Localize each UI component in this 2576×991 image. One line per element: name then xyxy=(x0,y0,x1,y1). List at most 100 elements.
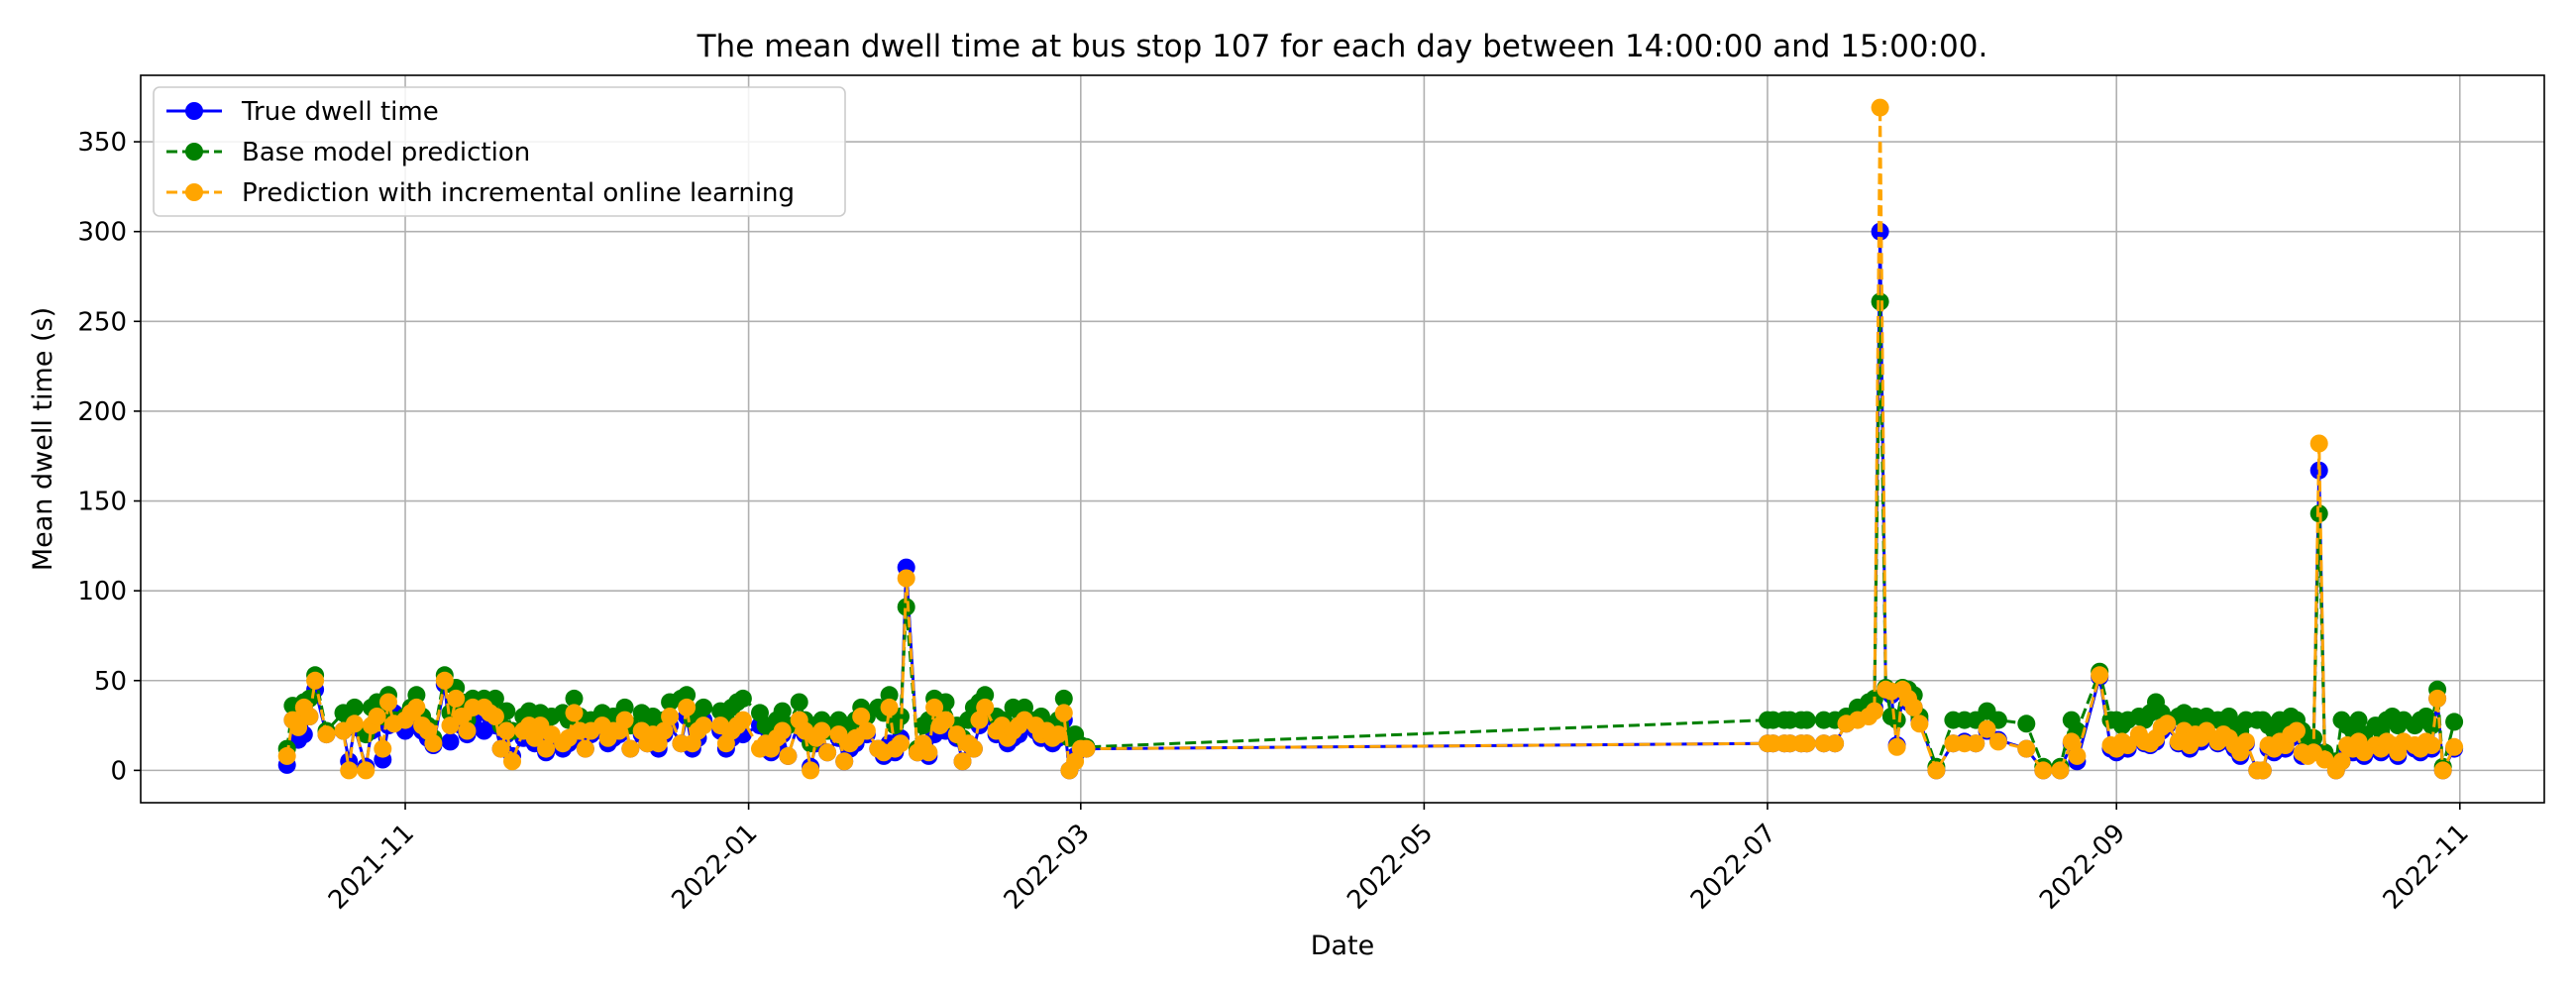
data-point xyxy=(2068,746,2087,765)
data-point xyxy=(576,739,594,758)
data-point xyxy=(976,698,995,716)
data-point xyxy=(2253,761,2272,780)
data-point xyxy=(306,671,325,690)
data-point xyxy=(2158,715,2177,733)
data-point xyxy=(733,689,752,708)
data-point xyxy=(880,698,899,716)
legend-label-base: Base model prediction xyxy=(242,138,530,167)
data-point xyxy=(892,734,910,753)
legend-marker-base xyxy=(185,143,203,161)
data-point xyxy=(485,708,504,725)
data-point xyxy=(1865,702,1883,720)
data-point xyxy=(655,721,674,740)
data-point xyxy=(1927,761,1946,780)
legend-box xyxy=(153,86,846,217)
data-point xyxy=(695,698,713,716)
data-point xyxy=(2236,732,2255,751)
data-point xyxy=(2091,666,2109,685)
data-point xyxy=(964,739,983,758)
y-tick-label: 100 xyxy=(77,577,127,606)
data-point xyxy=(2349,711,2368,729)
data-point xyxy=(661,708,680,725)
y-axis: 0 50 100 150 200 250 300 350 xyxy=(77,128,141,786)
data-point xyxy=(1797,711,1816,729)
legend-marker-online xyxy=(185,183,203,201)
data-point xyxy=(277,746,296,765)
data-point xyxy=(615,698,634,716)
data-point xyxy=(2034,761,2053,780)
data-point xyxy=(300,708,319,725)
data-point xyxy=(976,686,995,705)
legend-label-true: True dwell time xyxy=(241,97,439,127)
data-point xyxy=(289,717,308,736)
data-point xyxy=(1887,711,1906,729)
data-point xyxy=(802,761,820,780)
data-point xyxy=(441,732,460,751)
data-point xyxy=(2445,737,2464,756)
data-point xyxy=(424,734,443,753)
data-point xyxy=(1077,739,1096,758)
legend-marker-true xyxy=(185,102,203,120)
data-point xyxy=(897,569,915,588)
data-point xyxy=(2062,732,2081,751)
data-point xyxy=(812,721,831,740)
legend-entry-online-learning: Prediction with incremental online learn… xyxy=(166,178,795,208)
legend-entry-base-model: Base model prediction xyxy=(166,138,530,167)
data-point xyxy=(773,721,792,740)
data-point xyxy=(2017,715,2036,733)
data-point xyxy=(374,739,392,758)
data-point xyxy=(435,671,454,690)
data-point xyxy=(773,702,792,720)
data-point xyxy=(919,743,938,762)
data-point xyxy=(503,752,521,771)
data-point xyxy=(497,721,516,740)
series-2 xyxy=(277,98,2464,780)
data-point xyxy=(345,715,364,733)
data-point xyxy=(537,739,556,758)
y-tick-label: 350 xyxy=(77,128,127,158)
data-point xyxy=(2309,434,2328,453)
data-point xyxy=(491,739,510,758)
data-point xyxy=(565,689,584,708)
data-point xyxy=(2017,739,2036,758)
data-point xyxy=(790,693,808,712)
data-point xyxy=(835,752,854,771)
data-point xyxy=(1826,734,1845,753)
data-point xyxy=(852,708,871,725)
data-point xyxy=(1054,689,1073,708)
chart-title: The mean dwell time at bus stop 107 for … xyxy=(697,29,1988,64)
data-point xyxy=(340,761,359,780)
plot-frame xyxy=(140,74,2545,804)
data-point xyxy=(2433,761,2452,780)
y-tick-label: 300 xyxy=(77,218,127,248)
data-point xyxy=(953,752,972,771)
data-point xyxy=(2422,736,2441,754)
data-point xyxy=(779,746,798,765)
data-point xyxy=(1910,715,1929,733)
data-point xyxy=(345,698,364,716)
data-point xyxy=(447,689,466,708)
data-point xyxy=(2051,761,2070,780)
data-point xyxy=(2332,752,2351,771)
y-tick-label: 150 xyxy=(77,488,127,517)
data-point xyxy=(565,704,584,722)
data-point xyxy=(857,721,876,740)
data-point xyxy=(1049,725,1068,744)
data-point xyxy=(317,725,336,744)
y-axis-label: Mean dwell time (s) xyxy=(28,307,58,571)
data-point xyxy=(2198,721,2216,740)
data-point xyxy=(1988,732,2007,751)
data-point xyxy=(2428,689,2447,708)
data-point xyxy=(678,686,697,705)
data-point xyxy=(818,743,837,762)
data-point xyxy=(1871,292,1889,311)
data-point xyxy=(936,711,955,729)
y-tick-label: 250 xyxy=(77,307,127,337)
data-point xyxy=(2315,750,2334,769)
data-point xyxy=(1054,704,1073,722)
legend-label-online: Prediction with incremental online learn… xyxy=(242,178,795,208)
data-point xyxy=(695,716,713,735)
data-point xyxy=(1967,734,1986,753)
series-layer xyxy=(277,98,2464,780)
